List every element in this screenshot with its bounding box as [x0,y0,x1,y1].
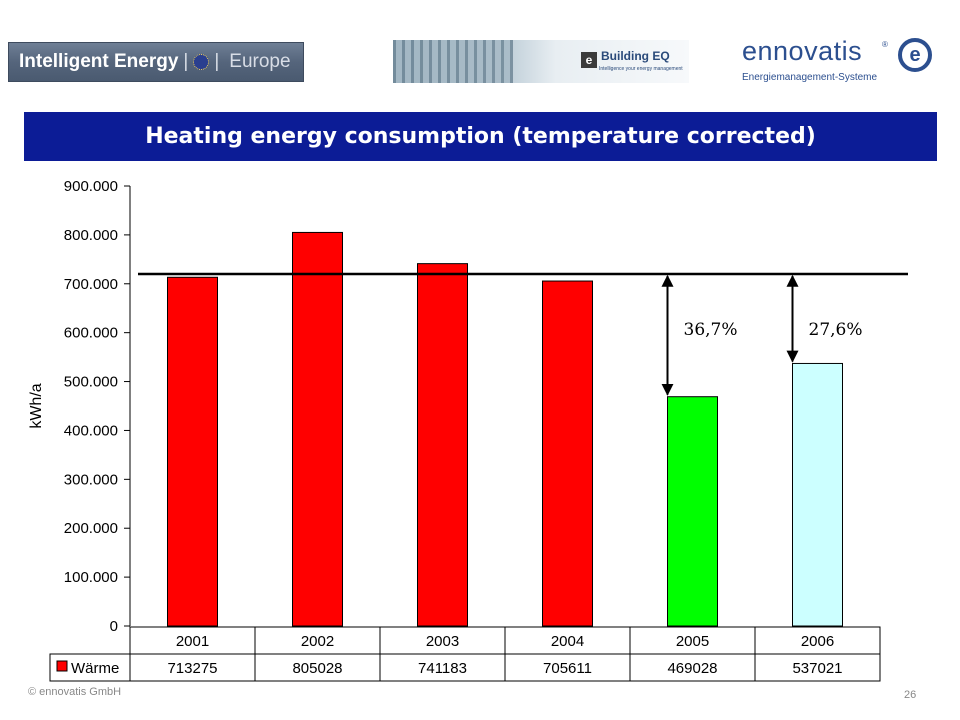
building-eq-logo: e Building EQ Intelligence your energy m… [393,40,689,83]
y-tick-label: 200.000 [64,520,118,537]
x-category-label: 2001 [176,633,209,650]
data-value-label: 713275 [167,660,217,677]
data-value-label: 705611 [543,660,592,677]
intelligent-energy-europe-logo: Intelligent Energy | | Europe [8,42,304,82]
y-tick-label: 0 [110,618,118,635]
building-eq-e-icon: e [581,52,597,68]
y-tick-label: 300.000 [64,471,118,488]
y-tick-label: 700.000 [64,276,118,293]
reduction-label-2006: 27,6% [809,320,863,340]
x-category-label: 2005 [676,633,709,650]
data-value-label: 469028 [667,660,717,677]
x-category-label: 2002 [301,633,334,650]
table-value-row [49,653,881,682]
bar-2006 [792,362,843,627]
ie-logo-separator-2: | [214,51,220,72]
ie-logo-suffix: Europe [229,51,291,72]
slide-title: Heating energy consumption (temperature … [145,124,816,149]
ie-logo-separator: | [183,51,189,72]
registered-mark: ® [882,40,888,49]
x-category-label: 2006 [801,633,834,650]
slide-title-bar: Heating energy consumption (temperature … [24,112,937,161]
y-tick-label: 100.000 [64,569,118,586]
legend-swatch-red [56,660,68,672]
ennovatis-logo-subtitle: Energiemanagement-Systeme [742,72,878,83]
ennovatis-logo-name: ennovatis [742,36,863,66]
x-category-label: 2003 [426,633,459,650]
bar-2001 [167,276,218,627]
ennovatis-emblem-icon: e [898,38,932,72]
y-tick-label: 500.000 [64,374,118,391]
bar-2003 [417,263,468,627]
ennovatis-logo: ennovatis ® e Energiemanagement-Systeme [742,36,942,88]
building-eq-tagline: Intelligence your energy management [599,66,683,72]
page-number: 26 [904,689,917,701]
building-photo-icon [393,40,513,83]
bar-2005 [667,396,718,627]
reduction-label-2005: 36,7% [684,320,738,340]
building-eq-name: Building EQ [601,49,670,63]
y-tick-label: 600.000 [64,325,118,342]
legend-series-name: Wärme [71,660,119,677]
x-category-label: 2004 [551,633,584,650]
bar-2004 [542,280,593,627]
y-tick-label: 900.000 [64,178,118,195]
ie-logo-name: Intelligent Energy [19,51,179,72]
y-tick-label: 800.000 [64,227,118,244]
bar-2002 [292,231,343,627]
y-axis-title: kWh/a [28,383,45,428]
data-value-label: 741183 [418,660,467,677]
copyright-text: © ennovatis GmbH [28,686,122,698]
y-tick-label: 400.000 [64,422,118,439]
data-value-label: 805028 [292,660,342,677]
eu-stars-icon [193,54,210,70]
data-value-label: 537021 [792,660,842,677]
